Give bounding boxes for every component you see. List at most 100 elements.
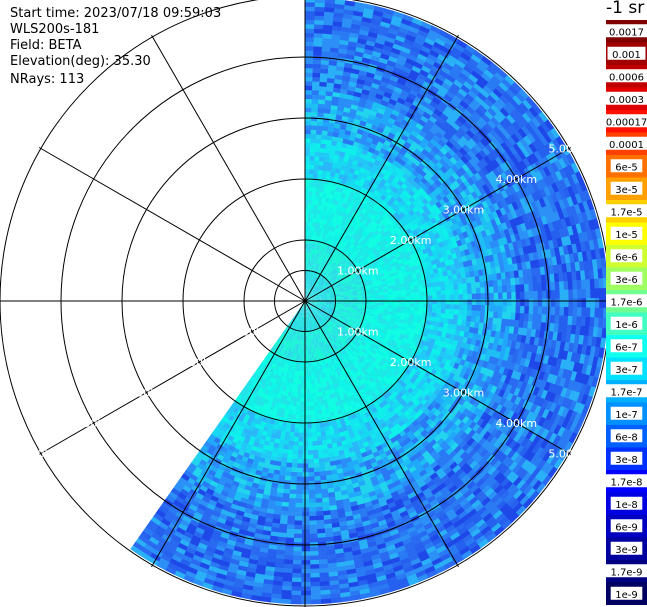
- data-cell: [331, 29, 342, 36]
- data-cell: [336, 163, 343, 170]
- data-cell: [305, 67, 314, 73]
- data-cell: [315, 258, 319, 264]
- data-cell: [451, 46, 464, 57]
- data-cell: [323, 20, 334, 26]
- data-cell: [370, 297, 376, 301]
- data-cell: [305, 177, 310, 183]
- data-cell: [441, 46, 453, 56]
- data-cell: [475, 304, 482, 312]
- data-cell: [373, 46, 384, 54]
- data-cell: [347, 230, 353, 236]
- data-cell: [327, 184, 333, 190]
- beta-data-sector: [130, 0, 606, 605]
- data-cell: [305, 287, 307, 293]
- data-cell: [342, 138, 350, 145]
- data-cell: [383, 294, 389, 298]
- data-cell: [449, 299, 455, 305]
- data-cell: [311, 111, 319, 117]
- data-cell: [339, 151, 346, 158]
- data-cell: [382, 129, 391, 137]
- data-cell: [310, 208, 315, 214]
- data-cell: [325, 90, 334, 97]
- data-cell: [306, 292, 309, 297]
- data-cell: [311, 199, 316, 205]
- data-cell: [334, 186, 341, 192]
- data-cell: [389, 75, 400, 83]
- data-cell: [460, 84, 471, 94]
- data-cell: [411, 140, 420, 149]
- data-cell: [331, 185, 337, 191]
- data-cell: [418, 291, 424, 297]
- data-cell: [376, 88, 386, 97]
- data-cell: [390, 47, 402, 56]
- data-cell: [449, 50, 461, 61]
- data-cell: [418, 287, 424, 293]
- data-cell: [476, 293, 482, 300]
- data-cell: [311, 85, 320, 91]
- data-cell: [436, 299, 442, 305]
- data-cell: [326, 239, 331, 245]
- data-cell: [310, 212, 315, 218]
- data-cell: [328, 117, 337, 124]
- data-cell: [324, 99, 333, 106]
- data-cell: [393, 120, 403, 128]
- data-cell: [305, 72, 314, 78]
- data-cell: [309, 265, 311, 271]
- data-cell: [305, 129, 312, 135]
- data-cell: [338, 43, 349, 50]
- data-cell: [342, 222, 348, 228]
- data-cell: [316, 116, 324, 122]
- data-cell: [320, 183, 325, 189]
- data-cell: [317, 249, 321, 255]
- data-cell: [339, 35, 351, 42]
- data-cell: [470, 53, 483, 64]
- data-cell: [338, 240, 343, 246]
- data-cell: [493, 286, 499, 294]
- data-cell: [352, 240, 359, 246]
- data-cell: [324, 224, 329, 230]
- data-cell: [328, 220, 333, 227]
- data-cell: [329, 260, 334, 266]
- data-cell: [323, 161, 329, 167]
- data-cell: [441, 299, 446, 305]
- data-cell: [338, 155, 345, 162]
- data-cell: [330, 104, 339, 111]
- data-cell: [342, 237, 348, 244]
- data-cell: [345, 125, 353, 132]
- data-cell: [403, 115, 413, 124]
- data-cell: [420, 21, 433, 31]
- data-cell: [576, 307, 583, 318]
- data-cell: [314, 2, 326, 8]
- data-cell: [344, 98, 354, 105]
- data-cell: [321, 174, 327, 180]
- data-cell: [374, 42, 385, 50]
- data-cell: [345, 228, 351, 235]
- data-cell: [318, 99, 326, 105]
- data-cell: [309, 274, 312, 280]
- data-cell: [398, 93, 409, 102]
- data-cell: [347, 246, 353, 253]
- data-cell: [389, 51, 400, 60]
- data-cell: [321, 46, 332, 52]
- data-cell: [421, 148, 430, 157]
- data-cell: [320, 59, 330, 66]
- data-cell: [372, 120, 381, 128]
- data-cell: [431, 123, 442, 132]
- data-cell: [324, 148, 331, 154]
- data-cell: [307, 288, 310, 293]
- data-cell: [467, 89, 478, 100]
- data-cell: [454, 299, 460, 305]
- data-cell: [409, 288, 415, 294]
- data-cell: [322, 192, 328, 198]
- data-cell: [456, 103, 467, 113]
- data-cell: [305, 120, 312, 126]
- data-cell: [424, 133, 433, 143]
- data-cell: [353, 234, 360, 241]
- data-cell: [432, 134, 442, 144]
- data-cell: [305, 287, 307, 293]
- data-cell: [315, 244, 319, 250]
- data-cell: [322, 232, 326, 239]
- data-cell: [305, 186, 310, 192]
- data-cell: [415, 57, 426, 66]
- data-cell: [330, 171, 336, 178]
